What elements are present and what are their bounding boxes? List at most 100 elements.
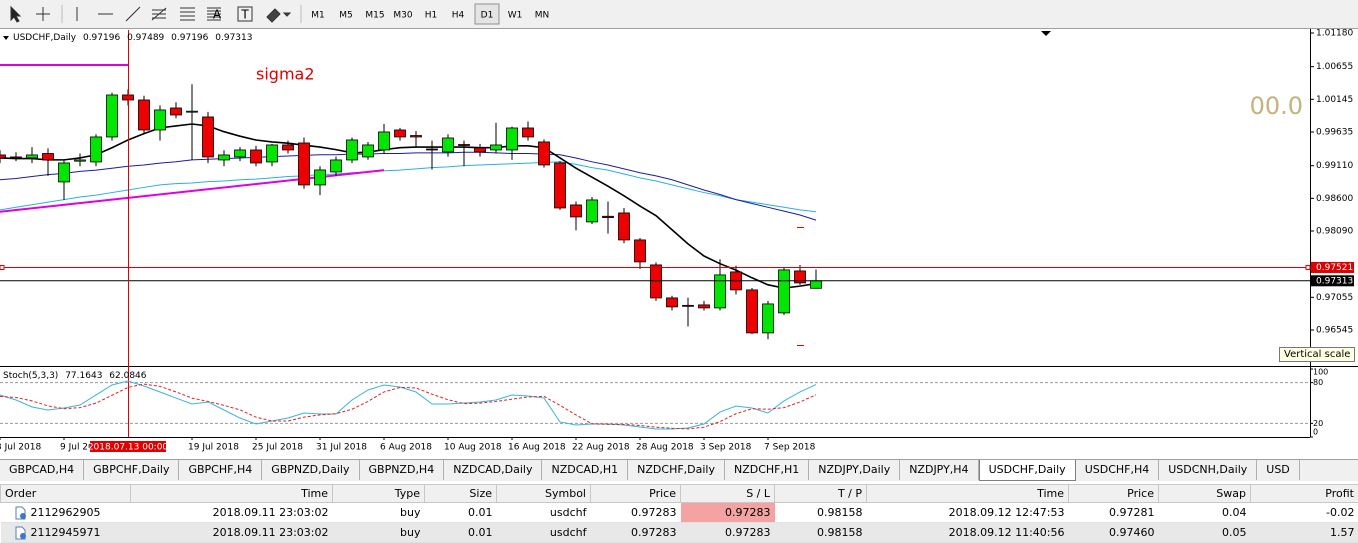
column-header[interactable]: Symbol	[496, 484, 591, 503]
chart-tab[interactable]: USDCHF,H4	[1076, 460, 1160, 480]
y-tick-label: 0.98600	[1316, 194, 1353, 204]
x-tick-label: 25 Jul 2018	[252, 443, 303, 453]
table-body: 2112962905 2018.09.11 23:03:02 buy 0.01 usdc…	[0, 502, 1358, 543]
candle-body	[410, 135, 422, 138]
tool-letter[interactable]: A	[213, 8, 222, 22]
moving-average	[0, 123, 817, 289]
x-tick-label: 3 Sep 2018	[700, 443, 752, 453]
order-row[interactable]: 2112945971 2018.09.11 23:03:02 buy 0.01 usdc…	[0, 522, 1358, 543]
chart-tab[interactable]: NZDCHF,H1	[725, 460, 810, 480]
chart-tab[interactable]: NZDCHF,Daily	[628, 460, 725, 480]
candle-body	[26, 154, 38, 159]
column-header[interactable]: Time	[130, 484, 333, 503]
timeframe-button[interactable]: M1	[311, 11, 325, 21]
candle-body	[778, 269, 790, 314]
shapes-icon[interactable]	[266, 8, 292, 23]
chart-tab[interactable]: USDCNH,Daily	[1159, 460, 1258, 480]
order-cell: buy	[332, 502, 425, 523]
column-header[interactable]: Type	[332, 484, 425, 503]
candle-body	[554, 162, 566, 209]
high: 0.97489	[127, 33, 165, 43]
chart-menu-marker[interactable]	[3, 36, 9, 40]
chart-tab[interactable]: GBPNZD,Daily	[262, 460, 360, 480]
column-header[interactable]: Profit	[1250, 484, 1358, 503]
cell-text: 0.97283	[725, 526, 771, 539]
chart-tab[interactable]: GBPCHF,H4	[179, 460, 263, 480]
channel-icon[interactable]	[151, 7, 167, 21]
timeframe-button[interactable]: MN	[535, 11, 550, 21]
chart-tab[interactable]: GBPCAD,H4	[0, 460, 85, 480]
x-tick-label: 19 Jul 2018	[188, 443, 239, 453]
chart-tab[interactable]: USD	[1257, 460, 1300, 480]
chart-tab[interactable]: NZDJPY,H4	[900, 460, 979, 480]
crosshair-time-label: 2018.07.13 00:00	[88, 443, 169, 453]
timeframe-button[interactable]: M30	[393, 11, 412, 21]
candle-body	[314, 169, 326, 186]
column-header[interactable]: T / P	[774, 484, 867, 503]
tool-letter[interactable]: T	[240, 8, 249, 22]
y-tick-label: 0.97055	[1316, 293, 1353, 303]
symbol: USDCHF,Daily	[13, 33, 77, 43]
chart-tabs: GBPCAD,H4 GBPCHF,Daily GBPCHF,H4 GBPNZD,Dai…	[0, 459, 1358, 481]
y-tick-label: 0.98090	[1316, 227, 1353, 237]
stoch-tick-label: 0	[1313, 428, 1318, 437]
timeframe-button[interactable]: D1	[481, 11, 494, 21]
chart-tab[interactable]: USDCHF,Daily	[978, 460, 1076, 481]
y-tick-label: 1.00655	[1316, 62, 1353, 72]
chart-tab[interactable]: GBPNZD,H4	[360, 460, 445, 480]
y-tick-label: 1.01180	[1316, 29, 1353, 39]
timeframe-button[interactable]: H4	[452, 11, 465, 21]
order-cell: 0.01	[424, 522, 497, 543]
cell-text: 2112945971	[30, 525, 101, 539]
cell-text: 0.97283	[631, 526, 677, 539]
price-label-bg	[1311, 261, 1354, 273]
tool-icons[interactable]	[10, 5, 302, 23]
stoch-line	[0, 380, 817, 430]
timeframe-active[interactable]	[474, 3, 500, 25]
timeframe-button[interactable]: H1	[425, 11, 438, 21]
cell-text: 2018.09.12 11:40:56	[948, 526, 1065, 539]
crosshair-icon[interactable]	[36, 7, 50, 21]
time-label-bg	[90, 441, 166, 452]
shift-marker[interactable]	[1041, 31, 1051, 36]
chart-tab[interactable]: NZDCAD,H1	[542, 460, 629, 480]
cell-text: 1.57	[1330, 526, 1355, 539]
annotation: 00.0	[1250, 92, 1303, 120]
y-tick-label: 0.99110	[1316, 161, 1353, 171]
fibo-icon[interactable]	[180, 7, 195, 21]
x-tick-label: 3 Jul 2018	[0, 443, 41, 453]
candle-body	[10, 156, 22, 159]
chart-tab[interactable]: GBPCHF,Daily	[84, 460, 180, 480]
candle-body	[218, 154, 230, 161]
candle-body	[666, 297, 678, 308]
timeframe-button[interactable]: M5	[339, 11, 353, 21]
chart-tab[interactable]: NZDJPY,Daily	[809, 460, 901, 480]
order-row[interactable]: 2112962905 2018.09.11 23:03:02 buy 0.01 usdc…	[0, 502, 1358, 523]
column-header[interactable]: Size	[424, 484, 497, 503]
fibo-fan-icon[interactable]	[207, 7, 221, 21]
column-header[interactable]: Time	[866, 484, 1069, 503]
order-cell: 2018.09.11 23:03:02	[130, 502, 333, 523]
order-cell: 1.57	[1250, 522, 1358, 543]
order-cell: 0.97283	[590, 502, 681, 523]
label-box-icon[interactable]	[237, 6, 253, 22]
column-header[interactable]: Price	[590, 484, 681, 503]
column-header[interactable]: Order	[0, 484, 131, 503]
candle-body	[378, 131, 390, 151]
order-cell: buy	[332, 522, 425, 543]
chart-tab[interactable]: NZDCAD,Daily	[444, 460, 543, 480]
column-header[interactable]: Price	[1068, 484, 1159, 503]
candle-body	[810, 280, 822, 289]
timeframe-button[interactable]: W1	[508, 11, 523, 21]
cursor-icon[interactable]	[10, 5, 22, 23]
cell-text: 0.01	[468, 506, 493, 519]
timeframe-button[interactable]: M15	[365, 11, 384, 21]
trendline-icon[interactable]	[125, 6, 141, 22]
column-header[interactable]: Swap	[1158, 484, 1251, 503]
x-tick-label: 28 Aug 2018	[636, 443, 694, 453]
column-header[interactable]: S / L	[680, 484, 775, 503]
open: 0.97196	[82, 33, 121, 43]
candle-body	[42, 153, 54, 161]
order-icon	[15, 526, 26, 539]
